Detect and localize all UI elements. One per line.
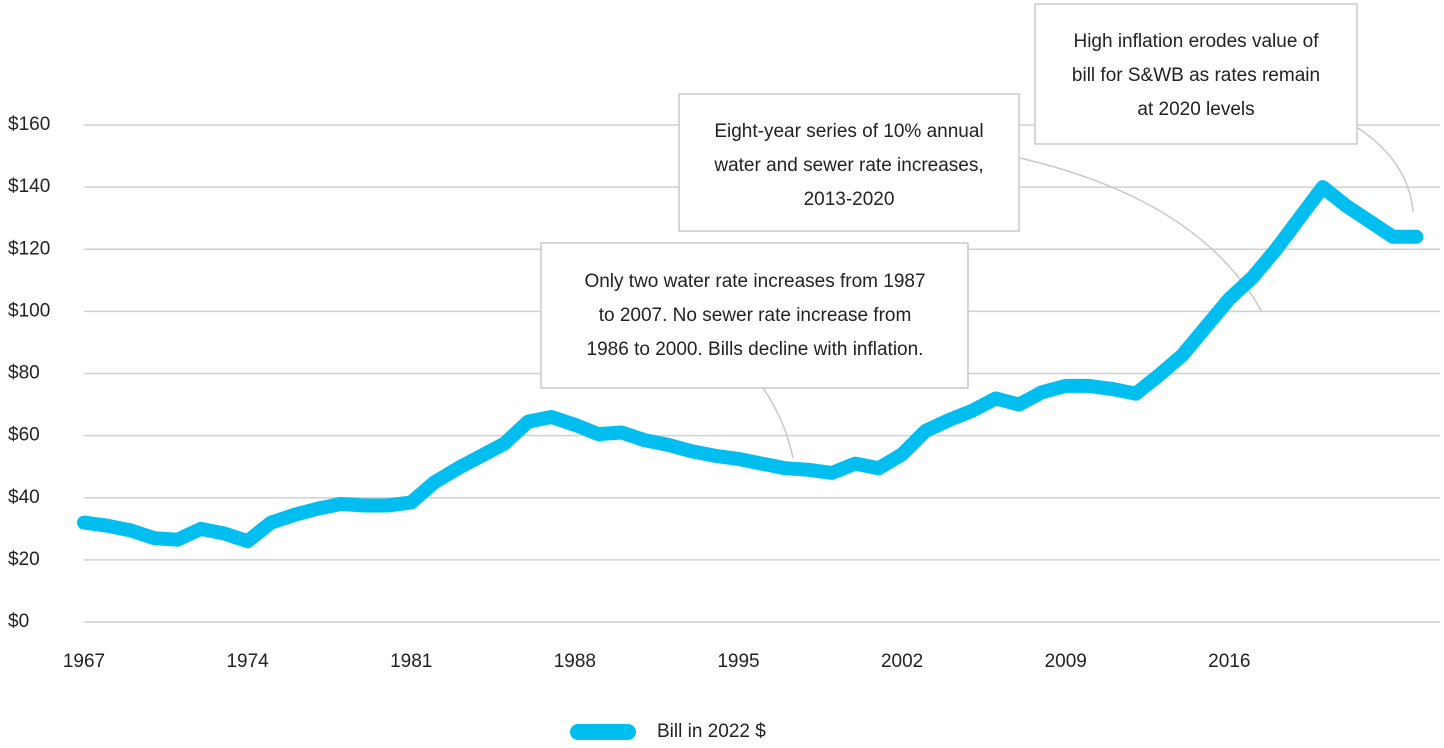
annotation-text: Eight-year series of 10% annual (714, 121, 983, 142)
annotation-box (540, 242, 969, 389)
x-tick-label: 2009 (1045, 651, 1087, 672)
legend-label: Bill in 2022 $ (657, 721, 766, 742)
leader-line (762, 387, 794, 459)
data-line (77, 180, 1424, 549)
y-tick-label: $20 (8, 549, 40, 570)
annotation-box (1034, 3, 1358, 145)
annotation-text: bill for S&WB as rates remain (1072, 65, 1320, 86)
y-tick-label: $0 (8, 611, 29, 632)
x-tick-label: 2002 (881, 651, 923, 672)
x-tick-label: 1995 (717, 651, 759, 672)
annotation-text: at 2020 levels (1137, 99, 1254, 120)
x-tick-label: 1981 (390, 651, 432, 672)
x-tick-label: 1988 (554, 651, 596, 672)
leader-line (1019, 157, 1263, 313)
annotation-text: to 2007. No sewer rate increase from (599, 305, 912, 326)
annotation-text: 2013-2020 (804, 189, 895, 210)
x-tick-label: 1974 (226, 651, 269, 672)
y-tick-label: $60 (8, 425, 40, 446)
annotation-text: Only two water rate increases from 1987 (584, 271, 925, 292)
x-tick-label: 2016 (1208, 651, 1250, 672)
y-tick-label: $40 (8, 487, 40, 508)
y-tick-label: $80 (8, 363, 40, 384)
annotations: Only two water rate increases from 1987 t… (584, 31, 1320, 360)
y-tick-label: $120 (8, 238, 50, 259)
annotation-text: water and sewer rate increases, (713, 155, 983, 176)
annotation-text: High inflation erodes value of (1073, 31, 1319, 52)
plot (77, 180, 1424, 549)
y-tick-label: $160 (8, 114, 50, 135)
y-tick-label: $100 (8, 300, 50, 321)
y-tick-label: $140 (8, 176, 50, 197)
annotation-box (678, 93, 1020, 232)
x-tick-label: 1967 (63, 651, 105, 672)
annotation-text: 1986 to 2000. Bills decline with inflati… (587, 339, 924, 360)
